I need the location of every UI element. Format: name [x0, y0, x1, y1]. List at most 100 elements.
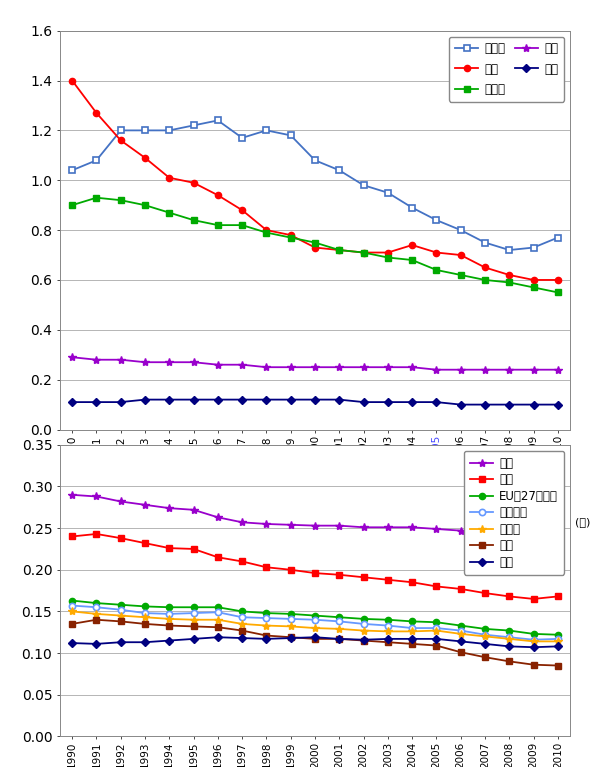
- EU（27カ国）: [530, 629, 537, 638]
- フランス: [554, 634, 562, 644]
- インド: [335, 245, 343, 255]
- 英国: [311, 634, 319, 644]
- 日本: [360, 397, 367, 407]
- 英国: [506, 657, 513, 666]
- 日本: [190, 634, 197, 644]
- 世界: [384, 522, 391, 532]
- 日本: [68, 638, 76, 647]
- 世界: [384, 363, 391, 372]
- ドイツ: [530, 637, 537, 646]
- フランス: [360, 619, 367, 628]
- Line: フランス: フランス: [69, 602, 561, 643]
- 中国: [287, 231, 295, 240]
- ドイツ: [554, 637, 562, 646]
- 米国: [287, 565, 295, 574]
- EU（27カ国）: [409, 617, 416, 626]
- 世界: [506, 526, 513, 535]
- 日本: [117, 397, 124, 407]
- 世界: [142, 357, 149, 367]
- ドイツ: [142, 613, 149, 622]
- 日本: [142, 395, 149, 404]
- フランス: [239, 613, 246, 622]
- 中国: [117, 136, 124, 145]
- 米国: [117, 534, 124, 543]
- EU（27カ国）: [311, 611, 319, 621]
- 日本: [335, 395, 343, 404]
- 世界: [409, 522, 416, 532]
- インド: [142, 201, 149, 210]
- 世界: [190, 505, 197, 515]
- ロシア: [263, 126, 270, 135]
- フランス: [166, 609, 173, 618]
- 世界: [68, 490, 76, 499]
- 日本: [457, 637, 464, 646]
- 英国: [384, 637, 391, 647]
- EU（27カ国）: [263, 608, 270, 617]
- 日本: [287, 634, 295, 643]
- 米国: [433, 582, 440, 591]
- インド: [481, 275, 488, 285]
- 世界: [311, 521, 319, 530]
- 中国: [384, 248, 391, 257]
- ロシア: [239, 133, 246, 143]
- ロシア: [68, 166, 76, 175]
- インド: [287, 233, 295, 242]
- 世界: [263, 363, 270, 372]
- EU（27カ国）: [360, 614, 367, 624]
- 日本: [311, 633, 319, 642]
- 世界: [481, 365, 488, 374]
- ロシア: [287, 131, 295, 140]
- 世界: [506, 365, 513, 374]
- 英国: [457, 647, 464, 657]
- ロシア: [409, 203, 416, 212]
- 世界: [554, 527, 562, 536]
- フランス: [481, 630, 488, 640]
- EU（27カ国）: [239, 607, 246, 616]
- インド: [506, 278, 513, 287]
- インド: [166, 208, 173, 217]
- 世界: [93, 355, 100, 364]
- ロシア: [481, 238, 488, 247]
- インド: [384, 253, 391, 262]
- 世界: [554, 365, 562, 374]
- ドイツ: [190, 615, 197, 624]
- 英国: [263, 631, 270, 640]
- フランス: [457, 626, 464, 635]
- 中国: [554, 275, 562, 285]
- インド: [263, 228, 270, 237]
- ロシア: [311, 156, 319, 165]
- EU（27カ国）: [68, 596, 76, 605]
- 米国: [263, 563, 270, 572]
- インド: [409, 255, 416, 265]
- フランス: [530, 635, 537, 644]
- 世界: [287, 520, 295, 529]
- 日本: [481, 639, 488, 648]
- 米国: [166, 544, 173, 553]
- Line: 米国: 米国: [69, 531, 561, 602]
- 日本: [287, 395, 295, 404]
- 世界: [457, 365, 464, 374]
- Line: 世界: 世界: [68, 491, 562, 536]
- ドイツ: [287, 622, 295, 631]
- 世界: [433, 525, 440, 534]
- フランス: [117, 605, 124, 614]
- ロシア: [335, 166, 343, 175]
- インド: [311, 238, 319, 247]
- 米国: [384, 575, 391, 584]
- 日本: [481, 400, 488, 410]
- ドイツ: [335, 624, 343, 634]
- 英国: [190, 622, 197, 631]
- EU（27カ国）: [554, 630, 562, 640]
- ドイツ: [433, 626, 440, 635]
- 英国: [433, 641, 440, 650]
- Legend: ロシア, 中国, インド, 世界, 日本: ロシア, 中国, インド, 世界, 日本: [449, 37, 564, 101]
- ロシア: [554, 233, 562, 242]
- 中国: [311, 243, 319, 252]
- 日本: [239, 395, 246, 404]
- 中国: [93, 108, 100, 117]
- インド: [530, 283, 537, 292]
- 米国: [481, 588, 488, 597]
- 英国: [287, 633, 295, 642]
- 日本: [142, 637, 149, 647]
- 日本: [166, 395, 173, 404]
